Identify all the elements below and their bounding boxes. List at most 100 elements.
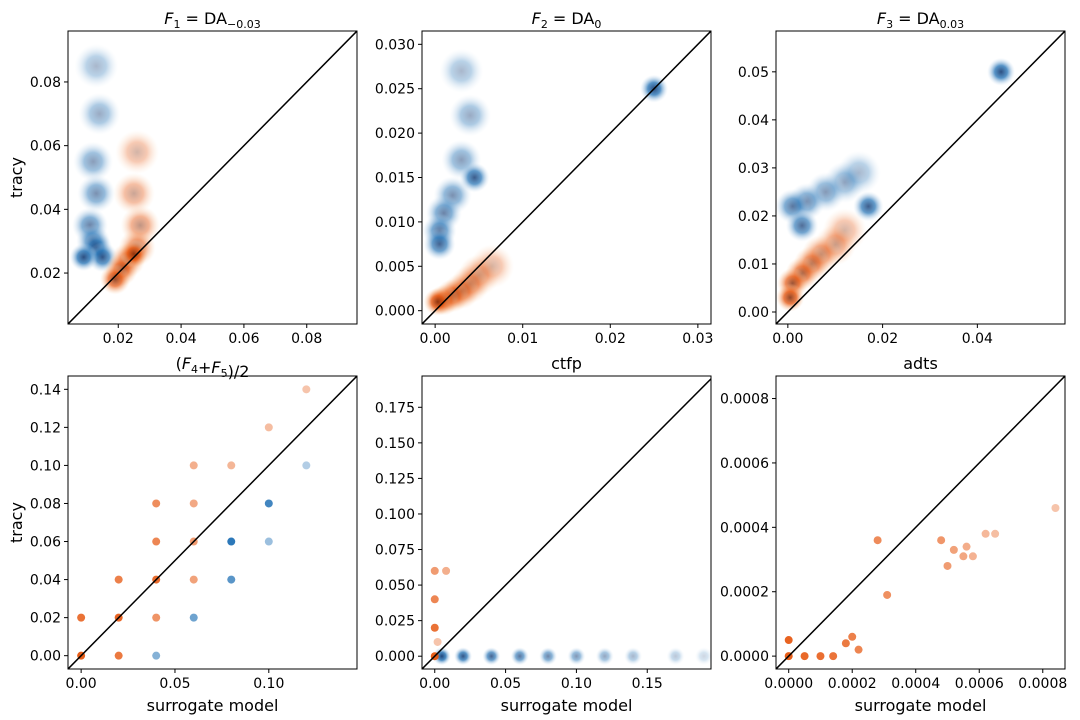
data-point	[227, 575, 236, 584]
y-axis-label: tracy	[7, 502, 26, 543]
x-tick-label: 0.08	[291, 331, 322, 347]
data-point	[943, 561, 952, 570]
axes-frame	[67, 375, 358, 670]
data-point	[302, 461, 311, 470]
data-point	[77, 613, 86, 622]
y-tick-label: 0.05	[738, 65, 769, 81]
y-tick-label: 0.0008	[720, 392, 769, 408]
data-point	[776, 283, 805, 312]
data-point	[442, 566, 451, 575]
y-tick-label: 0.02	[738, 209, 769, 225]
x-tick-label: 0.05	[490, 676, 521, 692]
data-point	[624, 647, 643, 666]
title-part: F	[211, 358, 221, 377]
subplot-title: (F4+F5)/2	[176, 354, 250, 381]
x-tick-label: 0.10	[253, 676, 284, 692]
plot-area	[776, 376, 1065, 669]
title-part: 1	[173, 18, 180, 31]
y-tick-label: 0.050	[375, 578, 415, 594]
data-point	[430, 623, 439, 632]
x-tick-label: 0.10	[561, 676, 592, 692]
x-tick-label: 0.00	[420, 331, 451, 347]
data-point	[119, 239, 148, 268]
data-point	[987, 57, 1016, 86]
data-point	[152, 651, 161, 660]
data-point	[152, 613, 161, 622]
y-tick-label: 0.10	[30, 458, 61, 474]
y-tick-label: 0.030	[375, 37, 415, 53]
x-tick-label: 0.15	[632, 676, 663, 692]
plot-area	[68, 31, 357, 324]
title-part: = DA	[180, 9, 227, 28]
axes-frame	[775, 375, 1066, 670]
data-point	[73, 141, 114, 182]
title-part: 0.03	[940, 18, 965, 31]
data-point	[264, 423, 273, 432]
diagonal-line	[68, 376, 357, 669]
data-point	[873, 536, 882, 545]
data-point	[854, 645, 863, 654]
axes-frame	[775, 30, 1066, 325]
y-tick-label: 0.08	[30, 496, 61, 512]
y-tick-label: 0.14	[30, 382, 61, 398]
x-tick-label: 0.05	[159, 676, 190, 692]
data-point	[74, 44, 119, 89]
data-point	[78, 92, 121, 135]
data-point	[694, 647, 711, 666]
y-tick-label: 0.0000	[720, 649, 769, 665]
title-part: = DA	[893, 9, 940, 28]
diagonal-line	[422, 31, 711, 324]
y-tick-label: 0.000	[375, 304, 415, 320]
data-point	[959, 552, 968, 561]
y-tick-label: 0.04	[30, 202, 61, 218]
title-part: F	[877, 9, 887, 28]
y-tick-label: 0.125	[375, 471, 415, 487]
data-point	[449, 94, 492, 137]
data-point	[800, 652, 809, 661]
x-tick-label: 0.02	[595, 331, 626, 347]
x-axis-label: surrogate model	[501, 696, 633, 715]
subplot-3: 0.00 0.02 0.04 0.00 0.01 0.02 0.03 0.04 0.05 F3 =…	[738, 9, 1066, 347]
plot-area	[776, 31, 1065, 324]
y-tick-label: 0.01	[738, 257, 769, 273]
y-tick-label: 0.04	[30, 573, 61, 589]
y-tick-label: 0.000	[375, 649, 415, 665]
title-part: 4	[191, 363, 198, 376]
data-point	[883, 590, 892, 599]
title-part: +	[198, 358, 211, 377]
data-point	[439, 48, 484, 93]
x-axis-label: surrogate model	[147, 696, 279, 715]
subplot-5: 0.00 0.05 0.10 0.15 0.000 0.025 0.050 0.075 0.10…	[375, 354, 712, 715]
data-point	[482, 647, 501, 666]
data-point	[853, 191, 884, 222]
data-point	[785, 209, 819, 242]
y-tick-label: 0.150	[375, 436, 415, 452]
subplot-title: ctfp	[551, 354, 582, 373]
data-point	[1051, 504, 1060, 513]
data-point	[459, 162, 490, 193]
y-tick-label: 0.100	[375, 507, 415, 523]
data-point	[567, 647, 586, 666]
plot-area	[68, 376, 357, 669]
data-point	[423, 287, 452, 316]
subplot-title: adts	[903, 354, 938, 373]
title-part: )/2	[228, 362, 250, 381]
data-point	[152, 499, 161, 508]
y-axis-label: tracy	[7, 157, 26, 198]
data-point	[433, 637, 442, 646]
data-point	[454, 647, 473, 666]
x-tick-label: 0.02	[867, 331, 898, 347]
y-tick-label: 0.0004	[720, 520, 769, 536]
data-point	[949, 545, 958, 554]
y-tick-label: 0.02	[30, 266, 61, 282]
y-tick-label: 0.0006	[720, 456, 769, 472]
data-point	[595, 647, 614, 666]
title-part: 5	[221, 367, 228, 380]
title-part: (	[176, 354, 182, 373]
data-point	[302, 385, 311, 394]
x-tick-label: 0.0004	[891, 676, 940, 692]
data-point	[152, 537, 161, 546]
x-tick-label: 0.0006	[955, 676, 1004, 692]
subplot-6: 0.0000 0.0002 0.0004 0.0006 0.0008 0.0000 0.00…	[720, 354, 1067, 715]
